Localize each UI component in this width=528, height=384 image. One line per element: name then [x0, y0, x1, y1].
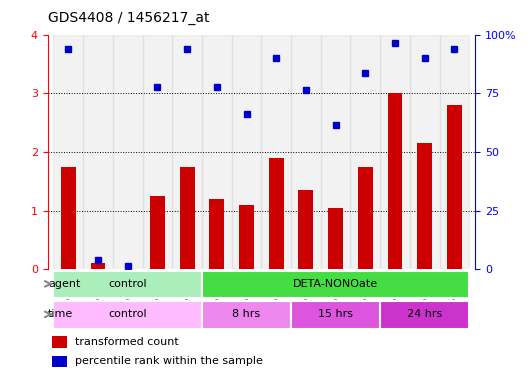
Bar: [52, 336, 67, 348]
Bar: [83, 35, 113, 269]
Bar: [358, 167, 373, 269]
Bar: [269, 158, 284, 269]
Bar: [440, 35, 469, 269]
Bar: [53, 301, 202, 329]
Bar: [202, 271, 469, 298]
Text: 24 hrs: 24 hrs: [407, 310, 442, 319]
Bar: [239, 205, 254, 269]
Text: 8 hrs: 8 hrs: [232, 310, 261, 319]
Bar: [61, 167, 76, 269]
Bar: [52, 356, 67, 367]
Bar: [291, 301, 380, 329]
Bar: [328, 208, 343, 269]
Bar: [91, 263, 106, 269]
Bar: [380, 301, 469, 329]
Bar: [321, 35, 351, 269]
Text: percentile rank within the sample: percentile rank within the sample: [76, 356, 263, 366]
Text: 15 hrs: 15 hrs: [318, 310, 353, 319]
Text: control: control: [108, 279, 147, 289]
Bar: [180, 167, 194, 269]
Bar: [53, 271, 202, 298]
Bar: [388, 93, 402, 269]
Text: agent: agent: [48, 279, 80, 289]
Bar: [298, 190, 313, 269]
Bar: [261, 35, 291, 269]
Text: time: time: [48, 310, 73, 319]
Bar: [410, 35, 439, 269]
Bar: [210, 199, 224, 269]
Text: transformed count: transformed count: [76, 337, 179, 347]
Bar: [417, 143, 432, 269]
Bar: [143, 35, 172, 269]
Bar: [53, 35, 83, 269]
Text: DETA-NONOate: DETA-NONOate: [293, 279, 378, 289]
Bar: [380, 35, 410, 269]
Text: control: control: [108, 310, 147, 319]
Bar: [447, 105, 462, 269]
Bar: [291, 35, 321, 269]
Bar: [232, 35, 261, 269]
Bar: [113, 35, 143, 269]
Bar: [172, 35, 202, 269]
Bar: [351, 35, 380, 269]
Text: GDS4408 / 1456217_at: GDS4408 / 1456217_at: [48, 11, 209, 25]
Bar: [202, 301, 291, 329]
Bar: [150, 196, 165, 269]
Bar: [202, 35, 232, 269]
